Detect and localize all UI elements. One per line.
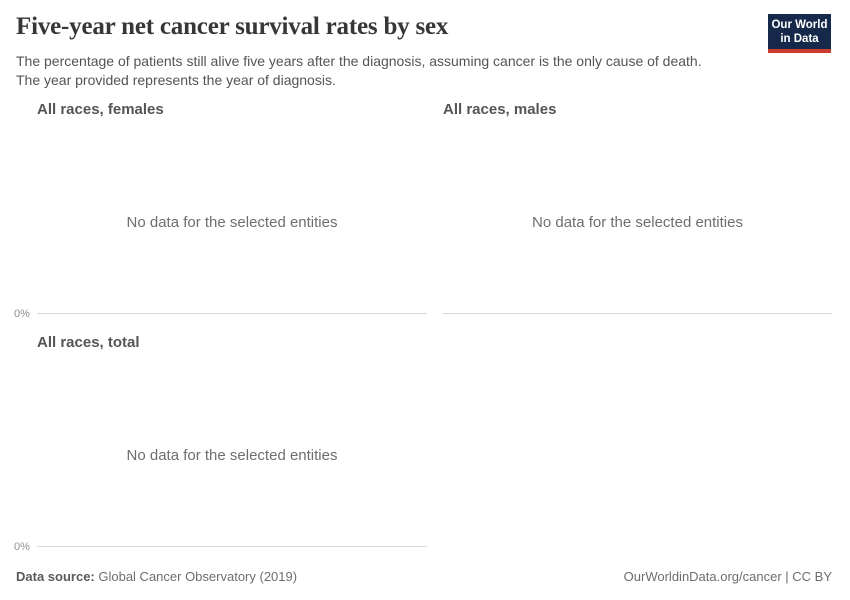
chart-subtitle-line-1: The percentage of patients still alive f…: [16, 53, 702, 69]
data-source-value: Global Cancer Observatory (2019): [94, 569, 298, 584]
facet-title-total: All races, total: [37, 334, 140, 351]
chart-subtitle: The percentage of patients still alive f…: [16, 52, 776, 89]
facet-panel-males: All races, males No data for the selecte…: [443, 102, 832, 314]
no-data-message: No data for the selected entities: [126, 214, 338, 231]
data-source-label: Data source:: [16, 569, 95, 584]
facet-panel-total: All races, total No data for the selecte…: [14, 334, 427, 553]
footer-owid-link[interactable]: OurWorldinData.org/cancer | CC BY: [623, 569, 832, 584]
x-axis-line: [37, 313, 427, 314]
no-data-message: No data for the selected entities: [126, 447, 338, 464]
chart-title: Five-year net cancer survival rates by s…: [16, 13, 449, 40]
facet-panel-females: All races, females No data for the selec…: [14, 101, 427, 320]
facet-title-females: All races, females: [37, 101, 164, 118]
owid-logo[interactable]: Our World in Data: [768, 14, 831, 53]
y-axis-tick-label: 0%: [14, 541, 30, 553]
chart-subtitle-line-2: The year provided represents the year of…: [16, 71, 336, 88]
x-axis-line: [37, 546, 427, 547]
facet-title-males: All races, males: [443, 101, 557, 118]
x-axis-line: [443, 313, 832, 314]
no-data-message: No data for the selected entities: [532, 214, 743, 231]
owid-logo-line-1: Our World: [771, 19, 828, 31]
owid-logo-line-2: in Data: [780, 33, 819, 45]
y-axis-tick-label: 0%: [14, 308, 30, 320]
footer-data-source: Data source: Global Cancer Observatory (…: [16, 569, 297, 585]
